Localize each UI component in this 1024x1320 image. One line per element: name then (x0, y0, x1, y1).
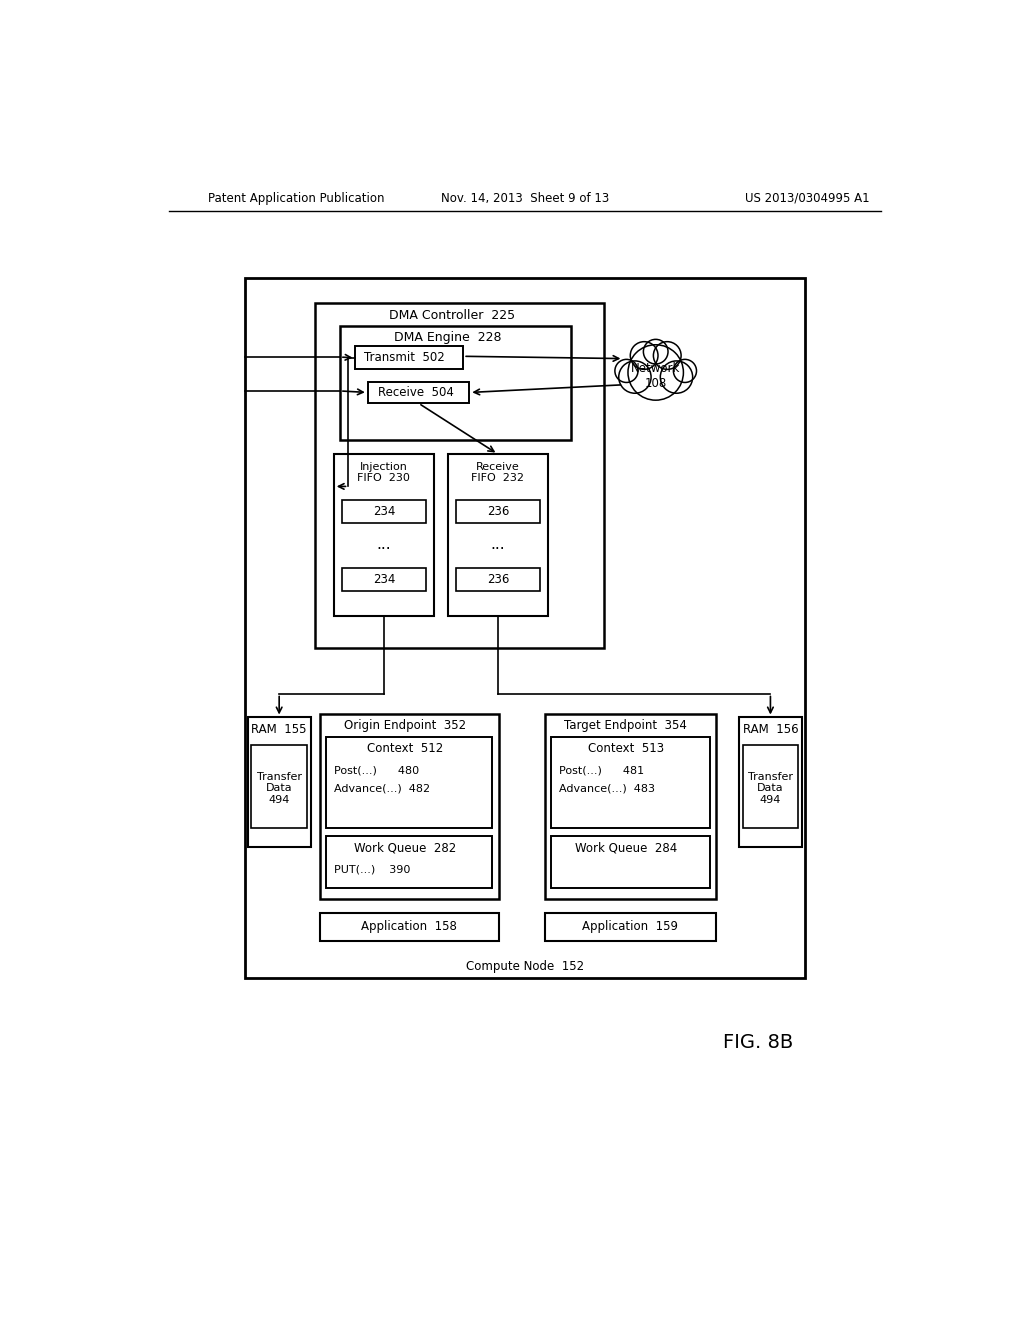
Text: 236: 236 (486, 573, 509, 586)
Circle shape (674, 359, 696, 383)
Text: Compute Node  152: Compute Node 152 (466, 960, 584, 973)
Text: FIG. 8B: FIG. 8B (723, 1032, 794, 1052)
Bar (326, 738, 493, 829)
Bar (248, 718, 310, 847)
Text: Work Queue  284: Work Queue 284 (574, 842, 677, 855)
Text: Patent Application Publication: Patent Application Publication (208, 191, 384, 205)
Text: RAM  155: RAM 155 (252, 723, 307, 737)
Bar (315, 304, 604, 648)
Circle shape (618, 360, 651, 393)
Text: Origin Endpoint  352: Origin Endpoint 352 (344, 719, 466, 733)
Text: 234: 234 (373, 573, 395, 586)
Bar (342, 500, 426, 523)
Bar (545, 714, 716, 899)
Text: 234: 234 (373, 506, 395, 519)
Text: Advance(...)  483: Advance(...) 483 (559, 783, 654, 793)
Text: Work Queue  282: Work Queue 282 (353, 842, 456, 855)
Text: Transmit  502: Transmit 502 (365, 351, 445, 364)
Circle shape (631, 342, 658, 370)
Text: ...: ... (490, 537, 505, 553)
Circle shape (653, 342, 681, 370)
Circle shape (614, 359, 638, 383)
Text: Transfer
Data
494: Transfer Data 494 (257, 772, 302, 805)
Text: RAM  156: RAM 156 (742, 723, 799, 737)
Text: Network
108: Network 108 (631, 362, 680, 391)
Text: Advance(...)  482: Advance(...) 482 (334, 783, 430, 793)
Bar (447, 454, 548, 615)
Text: DMA Controller  225: DMA Controller 225 (389, 309, 515, 322)
Bar (340, 326, 571, 441)
Bar (456, 568, 541, 591)
Circle shape (643, 339, 668, 364)
Bar (342, 568, 426, 591)
Bar (551, 836, 710, 888)
Text: Injection
FIFO  230: Injection FIFO 230 (357, 462, 411, 483)
Text: ...: ... (377, 537, 391, 553)
Bar (252, 744, 307, 829)
Bar (319, 913, 499, 941)
Text: US 2013/0304995 A1: US 2013/0304995 A1 (745, 191, 869, 205)
Bar (368, 381, 469, 404)
Text: Application  159: Application 159 (583, 920, 678, 933)
Text: Application  158: Application 158 (361, 920, 458, 933)
Text: Receive
FIFO  232: Receive FIFO 232 (471, 462, 524, 483)
Text: Context  513: Context 513 (588, 742, 664, 755)
Bar (326, 836, 493, 888)
Bar (456, 500, 541, 523)
Bar (551, 738, 710, 829)
Bar (739, 718, 802, 847)
Text: Nov. 14, 2013  Sheet 9 of 13: Nov. 14, 2013 Sheet 9 of 13 (440, 191, 609, 205)
Bar (545, 913, 716, 941)
Text: Post(...)      480: Post(...) 480 (334, 766, 419, 776)
Bar (334, 454, 434, 615)
Text: DMA Engine  228: DMA Engine 228 (394, 330, 502, 343)
Bar (319, 714, 499, 899)
Bar (355, 346, 463, 370)
Circle shape (628, 345, 683, 400)
Text: Context  512: Context 512 (367, 742, 442, 755)
Text: 236: 236 (486, 506, 509, 519)
Text: Target Endpoint  354: Target Endpoint 354 (564, 719, 687, 733)
Bar (245, 277, 805, 978)
Text: PUT(...)    390: PUT(...) 390 (334, 865, 411, 875)
Text: Transfer
Data
494: Transfer Data 494 (748, 772, 793, 805)
Bar (742, 744, 798, 829)
Circle shape (660, 360, 692, 393)
Text: Receive  504: Receive 504 (378, 385, 454, 399)
Text: Post(...)      481: Post(...) 481 (559, 766, 644, 776)
